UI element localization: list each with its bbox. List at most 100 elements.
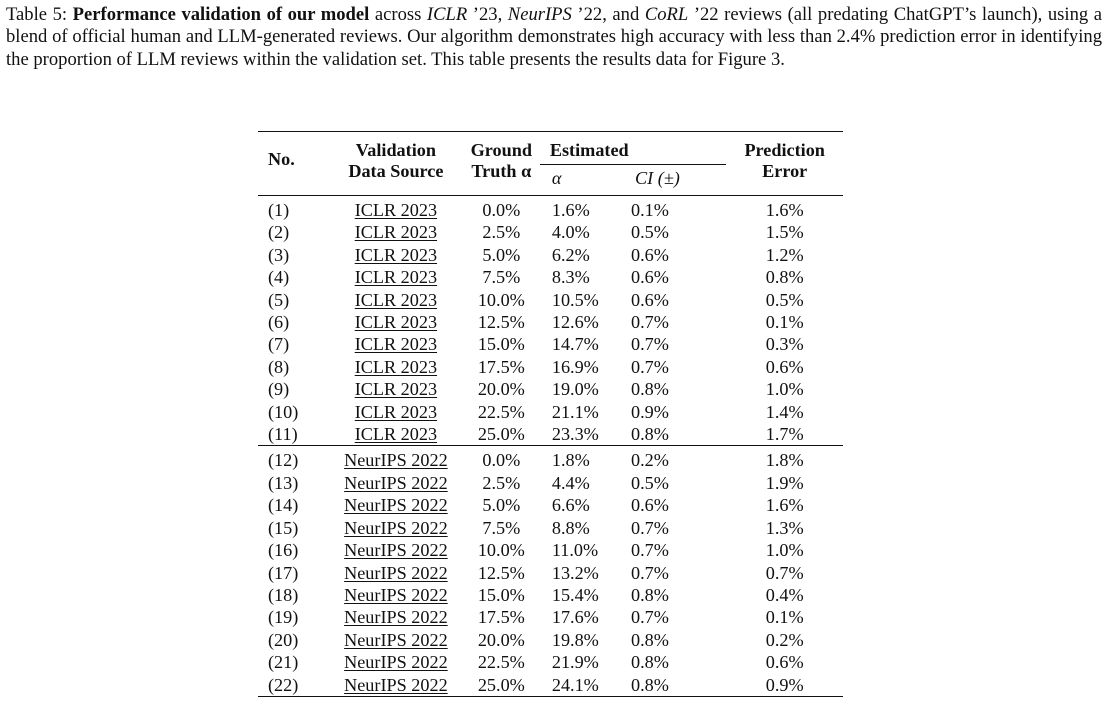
row-prediction-error: 1.3% — [765, 517, 804, 538]
table-row: (19) NeurIPS 2022 17.5% 17.6% 0.7% 0.1% — [258, 606, 843, 628]
source-name: ICLR 2023 — [354, 356, 438, 377]
row-ground-truth: 5.0% — [482, 495, 521, 516]
table-row: (16) NeurIPS 2022 10.0% 11.0% 0.7% 1.0% — [258, 539, 843, 561]
figure-reference-link[interactable]: 3 — [770, 48, 781, 70]
row-ground-truth: 0.0% — [482, 450, 521, 471]
caption-text: ’22, and — [571, 4, 645, 25]
row-confidence-interval: 0.8% — [631, 584, 669, 605]
row-estimated-alpha: 8.3% — [551, 267, 590, 288]
row-number: (1) — [268, 200, 290, 220]
row-prediction-error: 1.5% — [765, 222, 804, 243]
row-number: (5) — [268, 289, 290, 310]
row-estimated-alpha: 19.8% — [551, 629, 599, 650]
row-number: (12) — [268, 450, 299, 471]
row-source: NeurIPS 2022 — [329, 584, 463, 606]
row-prediction-error: 0.7% — [765, 562, 804, 583]
row-confidence-interval: 0.9% — [631, 401, 669, 422]
caption-label: Table 5: — [6, 4, 73, 25]
row-estimated-alpha: 17.6% — [551, 607, 599, 628]
row-ground-truth: 15.0% — [477, 334, 525, 355]
row-source: NeurIPS 2022 — [329, 517, 463, 539]
row-ground-truth: 12.5% — [477, 562, 525, 583]
table-row: (11) ICLR 2023 25.0% 23.3% 0.8% 1.7% — [258, 423, 843, 446]
table-row: (17) NeurIPS 2022 12.5% 13.2% 0.7% 0.7% — [258, 562, 843, 584]
row-prediction-error: 0.8% — [765, 267, 804, 288]
row-source: ICLR 2023 — [329, 266, 463, 288]
row-estimated-alpha: 1.6% — [551, 200, 590, 220]
source-name: ICLR 2023 — [354, 289, 438, 310]
row-prediction-error: 0.2% — [765, 629, 804, 650]
row-number: (16) — [268, 540, 299, 561]
header-row: No. Validation Data Source Ground Truth … — [258, 131, 843, 181]
row-estimated-alpha: 4.0% — [551, 222, 590, 243]
header-estimated: Estimated — [539, 131, 727, 165]
source-name: NeurIPS 2022 — [344, 607, 448, 628]
row-estimated-alpha: 10.5% — [551, 289, 599, 310]
table-row: (15) NeurIPS 2022 7.5% 8.8% 0.7% 1.3% — [258, 517, 843, 539]
caption-venue: ICLR — [426, 4, 468, 25]
row-number: (18) — [268, 584, 299, 605]
row-source: ICLR 2023 — [329, 244, 463, 266]
header-ground-truth: Ground Truth α — [463, 132, 540, 196]
row-estimated-alpha: 19.0% — [551, 379, 599, 400]
source-name: NeurIPS 2022 — [344, 450, 448, 471]
row-ground-truth: 25.0% — [477, 674, 525, 695]
row-prediction-error: 1.8% — [765, 450, 804, 471]
table-body-iclr: (1) ICLR 2023 0.0% 1.6% 0.1% 1.6% (2) ICLR 2023… — [258, 195, 843, 446]
source-name: NeurIPS 2022 — [344, 495, 448, 516]
row-number: (9) — [268, 379, 290, 400]
row-confidence-interval: 0.8% — [631, 379, 669, 400]
table-row: (20) NeurIPS 2022 20.0% 19.8% 0.8% 0.2% — [258, 629, 843, 651]
row-number: (17) — [268, 562, 299, 583]
row-number: (11) — [268, 424, 298, 445]
row-confidence-interval: 0.8% — [631, 424, 669, 445]
row-ground-truth: 20.0% — [477, 629, 525, 650]
source-name: ICLR 2023 — [354, 222, 438, 243]
row-prediction-error: 0.3% — [765, 334, 804, 355]
row-source: NeurIPS 2022 — [329, 606, 463, 628]
row-number: (14) — [268, 495, 299, 516]
row-number: (21) — [268, 652, 299, 673]
row-source: NeurIPS 2022 — [329, 629, 463, 651]
row-source: NeurIPS 2022 — [329, 446, 463, 472]
row-confidence-interval: 0.6% — [631, 495, 669, 516]
row-number: (20) — [268, 629, 299, 650]
row-ground-truth: 17.5% — [477, 356, 525, 377]
source-name: ICLR 2023 — [354, 379, 438, 400]
row-source: NeurIPS 2022 — [329, 674, 463, 697]
row-ground-truth: 20.0% — [477, 379, 525, 400]
row-ground-truth: 17.5% — [477, 607, 525, 628]
table-row: (5) ICLR 2023 10.0% 10.5% 0.6% 0.5% — [258, 289, 843, 311]
row-confidence-interval: 0.5% — [631, 472, 669, 493]
row-source: ICLR 2023 — [329, 196, 463, 222]
row-source: ICLR 2023 — [329, 423, 463, 446]
source-name: NeurIPS 2022 — [344, 562, 448, 583]
source-name: NeurIPS 2022 — [344, 540, 448, 561]
row-confidence-interval: 0.7% — [631, 517, 669, 538]
row-estimated-alpha: 23.3% — [551, 424, 599, 445]
row-source: ICLR 2023 — [329, 378, 463, 400]
row-estimated-alpha: 21.1% — [551, 401, 599, 422]
row-number: (8) — [268, 356, 290, 377]
row-confidence-interval: 0.7% — [631, 312, 669, 333]
row-source: NeurIPS 2022 — [329, 562, 463, 584]
row-source: NeurIPS 2022 — [329, 539, 463, 561]
row-source: ICLR 2023 — [329, 401, 463, 423]
row-prediction-error: 1.0% — [765, 540, 804, 561]
table-row: (21) NeurIPS 2022 22.5% 21.9% 0.8% 0.6% — [258, 651, 843, 673]
table-header: No. Validation Data Source Ground Truth … — [258, 131, 843, 196]
row-prediction-error: 1.6% — [765, 200, 804, 220]
source-name: NeurIPS 2022 — [344, 674, 448, 695]
source-name: ICLR 2023 — [354, 200, 438, 220]
row-prediction-error: 1.7% — [765, 424, 804, 445]
row-confidence-interval: 0.7% — [631, 562, 669, 583]
source-name: NeurIPS 2022 — [344, 629, 448, 650]
row-ground-truth: 7.5% — [482, 267, 521, 288]
row-estimated-alpha: 12.6% — [551, 312, 599, 333]
row-ground-truth: 10.0% — [477, 289, 525, 310]
source-name: NeurIPS 2022 — [344, 652, 448, 673]
row-ground-truth: 2.5% — [482, 222, 521, 243]
header-err-line1: Prediction — [744, 140, 825, 160]
row-number: (6) — [268, 312, 290, 333]
row-source: NeurIPS 2022 — [329, 494, 463, 516]
